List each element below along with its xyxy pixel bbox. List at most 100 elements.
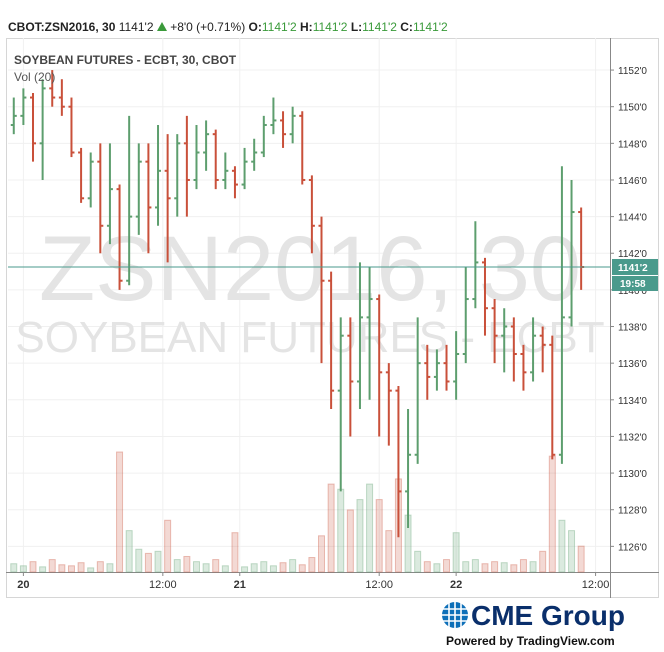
field-value: 1141'2 — [362, 20, 397, 34]
volume-bar — [135, 548, 143, 573]
volume-bar — [269, 565, 277, 573]
volume-bar — [58, 564, 66, 573]
volume-bar — [327, 483, 335, 573]
field-label: H: — [300, 20, 313, 34]
y-tick-label: 1152'0 — [618, 66, 647, 77]
axes: 1126'0 1128'0 1130'0 1132'0 1134'0 1136'0 1138… — [8, 66, 658, 591]
y-tick-label: 1146'0 — [618, 176, 647, 187]
volume-bar — [500, 562, 508, 573]
volume-bar — [77, 562, 85, 573]
y-tick-label: 1150'0 — [618, 103, 647, 114]
volume-bar — [67, 565, 75, 573]
volume-bar — [29, 561, 37, 573]
y-tick-label: 1130'0 — [618, 469, 647, 480]
volume-bar — [144, 552, 152, 573]
volume-bar — [452, 532, 460, 573]
volume-bar — [558, 519, 566, 573]
volume-bar — [154, 550, 162, 573]
volume-bar — [375, 499, 383, 573]
volume-bar — [116, 451, 124, 573]
field-label: C: — [400, 20, 413, 34]
volume-bar — [298, 564, 306, 573]
change: +8'0 (+0.71%) — [170, 20, 246, 34]
volume-bar — [241, 566, 249, 573]
field-label: O: — [248, 20, 262, 34]
volume-bar — [106, 563, 114, 573]
volume-bar — [164, 519, 172, 573]
countdown: 19:58 — [620, 279, 646, 290]
countdown-box — [612, 275, 658, 291]
volume-bar — [183, 555, 191, 573]
x-tick-label: 20 — [17, 579, 29, 591]
volume-bar — [231, 532, 239, 573]
y-tick-label: 1126'0 — [618, 542, 647, 553]
volume-bar — [250, 563, 258, 573]
volume-bar — [125, 530, 133, 573]
volume-bar — [260, 561, 268, 573]
volume-bar — [539, 550, 547, 573]
volume-bar — [385, 530, 393, 573]
cme-logo — [442, 602, 468, 628]
y-tick-label: 1140'0 — [618, 286, 647, 297]
volume-bar — [491, 561, 499, 573]
x-tick-label: 12:00 — [365, 579, 393, 591]
y-tick-label: 1136'0 — [618, 359, 647, 370]
volume-bar — [173, 559, 181, 573]
volume-bar — [519, 559, 527, 573]
volume-bar — [192, 561, 200, 573]
y-tick-label: 1138'0 — [618, 323, 647, 334]
volume-bar — [481, 563, 489, 573]
chart-title: SOYBEAN FUTURES - ECBT, 30, CBOT — [14, 53, 237, 67]
field-value: 1141'2 — [312, 20, 348, 34]
y-tick-label: 1134'0 — [618, 396, 647, 407]
volume-bar — [10, 563, 18, 573]
volume-bar — [19, 565, 27, 573]
price: 1141'2 — [118, 20, 154, 34]
volume-bar — [96, 561, 104, 573]
volume-bar — [414, 550, 422, 573]
y-tick-label: 1132'0 — [618, 432, 647, 443]
volume-bar — [462, 561, 470, 573]
volume-bar — [568, 530, 576, 573]
volume-bar — [39, 566, 47, 573]
volume-bar — [279, 562, 287, 573]
volume-bar — [318, 535, 326, 573]
field-value: 1141'2 — [261, 20, 297, 34]
watermark-name: SOYBEAN FUTURES - ECBT — [15, 313, 604, 362]
field-label: L: — [350, 20, 363, 34]
volume-bar — [346, 509, 354, 573]
volume-bar — [337, 488, 345, 573]
volume-label: Vol (20) — [14, 70, 55, 84]
volume-bar — [510, 564, 518, 573]
last-price-label: 1141'2 — [618, 263, 648, 274]
x-tick-label: 21 — [234, 579, 246, 591]
volume-bar — [443, 559, 451, 573]
volume-bar — [48, 559, 56, 573]
volume-bar — [289, 559, 297, 573]
volume-bar — [548, 455, 556, 573]
x-tick-label: 12:00 — [149, 579, 177, 591]
logo-text: CME Group — [471, 600, 625, 631]
up-arrow — [156, 22, 167, 31]
price-pane — [10, 70, 585, 538]
volume-bar — [529, 561, 537, 573]
volume-bar — [433, 563, 441, 573]
volume-bar — [202, 563, 210, 573]
last-price-box — [612, 258, 658, 275]
x-tick-label: 22 — [450, 579, 462, 591]
y-tick-label: 1142'0 — [618, 249, 647, 260]
volume-bar — [87, 567, 95, 573]
volume-bar — [423, 561, 431, 573]
field-value: 1141'2 — [412, 20, 448, 34]
volume-bar — [356, 499, 364, 573]
volume-bar — [221, 565, 229, 573]
volume-bar — [471, 559, 479, 573]
volume-bar — [366, 483, 374, 573]
y-tick-label: 1128'0 — [618, 506, 647, 517]
chart-frame — [6, 38, 659, 598]
volume-pane — [10, 451, 585, 573]
y-tick-label: 1144'0 — [618, 213, 647, 224]
symbol: CBOT:ZSN2016, 30 — [8, 20, 116, 34]
x-tick-label: 12:00 — [582, 579, 610, 591]
